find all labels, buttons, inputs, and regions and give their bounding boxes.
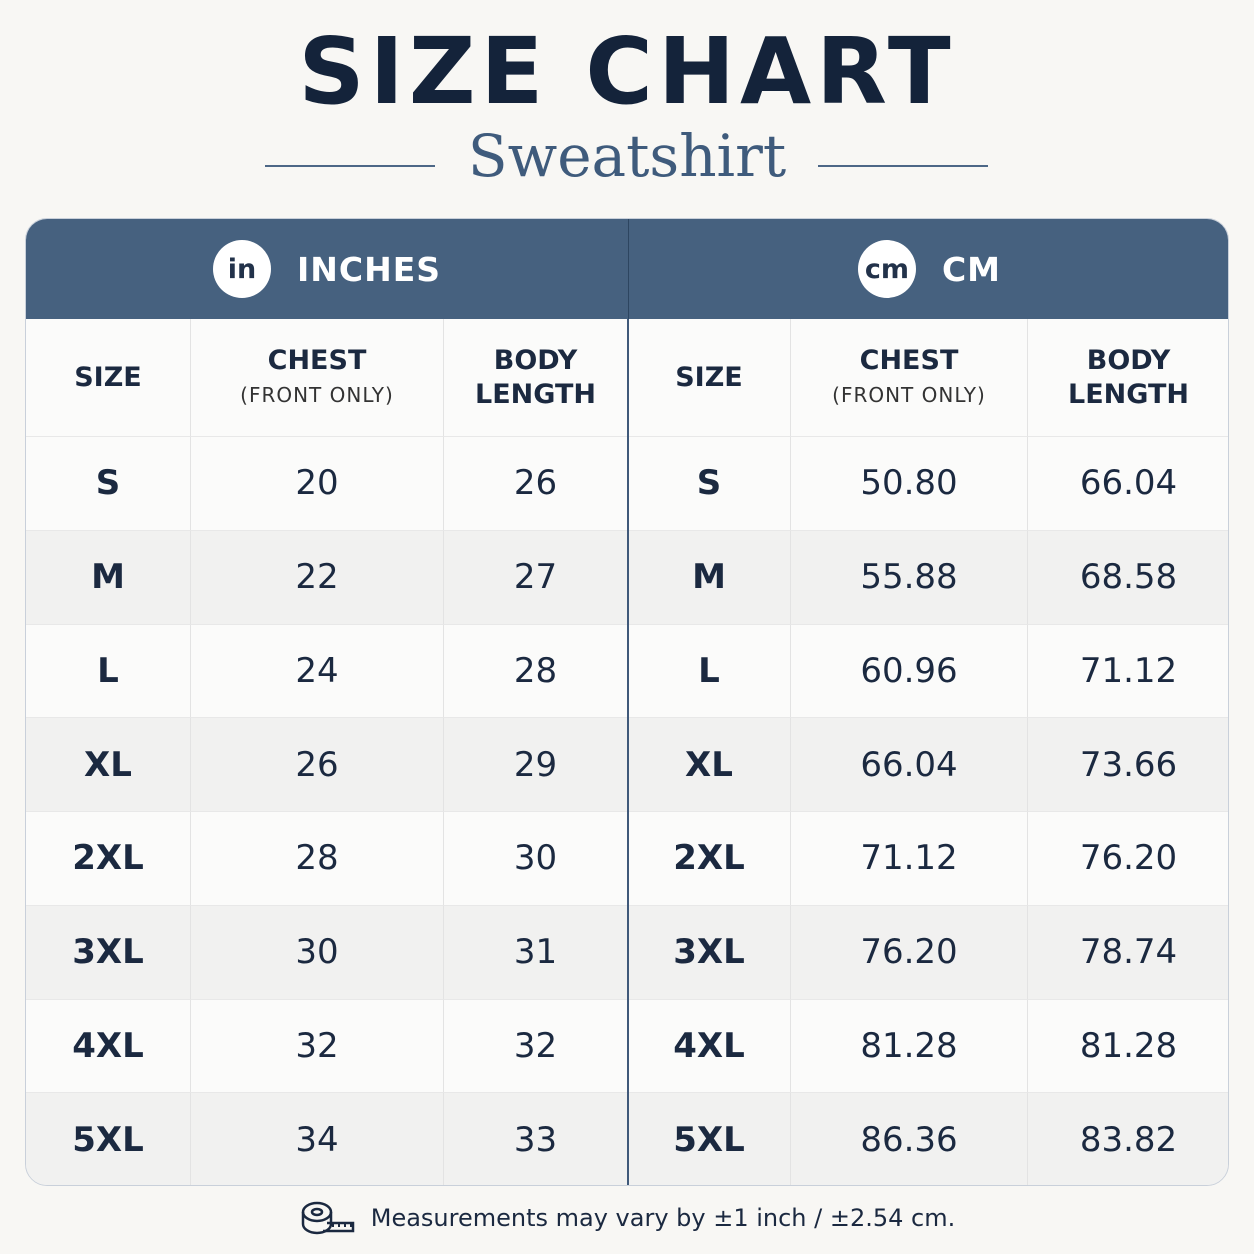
footer: Measurements may vary by ±1 inch / ±2.54… [0, 1198, 1254, 1238]
measurement: 81.28 [1028, 999, 1228, 1094]
column-label: CHEST [267, 344, 367, 376]
measurement: 26 [191, 718, 444, 812]
measurement: 28 [191, 812, 444, 906]
measurement: 71.12 [1028, 624, 1228, 719]
measurement: 24 [191, 624, 444, 719]
size-label: M [26, 530, 191, 625]
measurement: 30 [444, 812, 628, 906]
tape-icon [301, 1201, 354, 1235]
panel-divider [627, 319, 629, 1185]
measurement: 34 [191, 1093, 444, 1185]
size-label: 4XL [628, 999, 791, 1094]
unit-badge: in [212, 240, 271, 298]
measurement: 32 [444, 999, 628, 1094]
size-label: S [628, 437, 791, 531]
column-label: CHEST [859, 344, 959, 376]
measurement: 76.20 [791, 905, 1028, 1000]
size-label: 3XL [26, 905, 191, 1000]
measurement: 81.28 [791, 999, 1028, 1094]
column-label: BODY LENGTH [1068, 344, 1189, 410]
size-label: 3XL [628, 905, 791, 1000]
size-label: 5XL [26, 1093, 191, 1185]
measurement: 27 [444, 530, 628, 625]
column-label: SIZE [675, 361, 743, 393]
measurement: 32 [191, 999, 444, 1094]
size-label: XL [628, 718, 791, 812]
divider [818, 165, 988, 167]
title: SIZE CHART [298, 18, 956, 125]
column-header: CHEST (FRONT ONLY) [191, 319, 444, 437]
unit-label: CM [941, 249, 1002, 289]
footnote: Measurements may vary by ±1 inch / ±2.54… [370, 1204, 956, 1232]
size-label: 2XL [628, 812, 791, 906]
column-label: SIZE [74, 361, 142, 393]
measurement: 66.04 [791, 718, 1028, 812]
column-note: (FRONT ONLY) [832, 382, 986, 407]
column-note: (FRONT ONLY) [240, 382, 394, 407]
column-header: SIZE [26, 319, 191, 437]
subtitle: Sweatshirt [467, 122, 787, 190]
measurement: 66.04 [1028, 437, 1228, 531]
measurement: 30 [191, 905, 444, 1000]
measurement: 73.66 [1028, 718, 1228, 812]
measurement: 55.88 [791, 530, 1028, 625]
measurement: 71.12 [791, 812, 1028, 906]
measurement: 22 [191, 530, 444, 625]
unit-label: INCHES [296, 249, 442, 289]
size-label: S [26, 437, 191, 531]
measurement: 86.36 [791, 1093, 1028, 1185]
measurement: 50.80 [791, 437, 1028, 531]
size-label: L [628, 624, 791, 719]
column-header: SIZE [628, 319, 791, 437]
measurement: 78.74 [1028, 905, 1228, 1000]
measurement: 26 [444, 437, 628, 531]
measurement: 60.96 [791, 624, 1028, 719]
column-header: CHEST (FRONT ONLY) [791, 319, 1028, 437]
size-table: in INCHES SIZE CHEST (FRONT ONLY) BODY LENGTH… [25, 218, 1229, 1186]
size-label: 4XL [26, 999, 191, 1094]
unit-header: cm CM [628, 219, 1228, 319]
unit-header: in INCHES [26, 219, 628, 319]
column-header: BODY LENGTH [1028, 319, 1228, 437]
measurement: 33 [444, 1093, 628, 1185]
size-label: M [628, 530, 791, 625]
size-label: L [26, 624, 191, 719]
column-label: BODY LENGTH [475, 344, 596, 410]
measurement: 28 [444, 624, 628, 719]
measurement: 20 [191, 437, 444, 531]
measurement: 31 [444, 905, 628, 1000]
measurement: 68.58 [1028, 530, 1228, 625]
divider [265, 165, 435, 167]
measurement: 76.20 [1028, 812, 1228, 906]
size-label: 2XL [26, 812, 191, 906]
unit-badge: cm [857, 240, 916, 298]
measurement: 29 [444, 718, 628, 812]
measurement: 83.82 [1028, 1093, 1228, 1185]
size-label: 5XL [628, 1093, 791, 1185]
size-label: XL [26, 718, 191, 812]
column-header: BODY LENGTH [444, 319, 628, 437]
